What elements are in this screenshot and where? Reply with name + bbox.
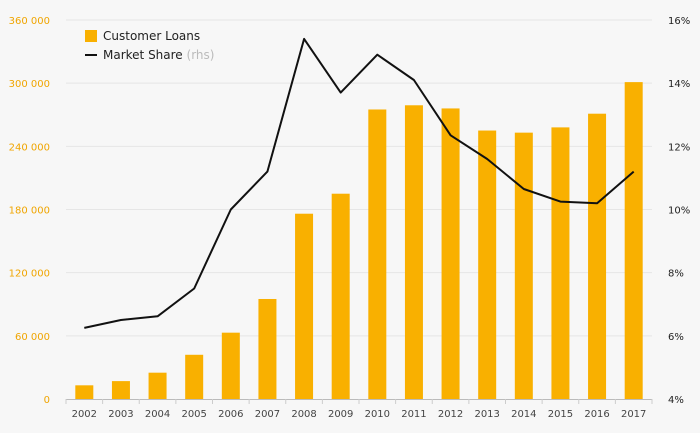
- x-tick-label-2008: 2008: [291, 409, 316, 420]
- right-axis-tick-label: 8%: [668, 269, 684, 280]
- x-tick-label-2016: 2016: [584, 409, 609, 420]
- left-axis-tick-label: 180 000: [9, 206, 50, 217]
- x-tick-label-2005: 2005: [181, 409, 206, 420]
- x-tick-label-2014: 2014: [511, 409, 536, 420]
- bar-2013: [478, 130, 497, 399]
- legend-customer-loans-label: Customer Loans: [103, 29, 200, 43]
- bar-2016: [588, 113, 607, 400]
- legend-market-share-label: Market Share (rhs): [103, 48, 214, 62]
- x-tick-label-2004: 2004: [145, 409, 170, 420]
- x-tick-label-2013: 2013: [474, 409, 499, 420]
- legend-market-share-note: (rhs): [187, 48, 215, 62]
- left-axis-tick-label: 360 000: [9, 16, 50, 27]
- customer-loans-bars: [75, 82, 643, 400]
- bar-2017: [624, 82, 643, 399]
- left-axis-tick-label: 60 000: [15, 332, 50, 343]
- bar-2005: [185, 354, 204, 399]
- x-tick-label-2006: 2006: [218, 409, 243, 420]
- left-axis-tick-labels: 0 60 000 120 000 180 000 240 000 300 000 360 0…: [9, 16, 50, 406]
- right-axis-tick-label: 4%: [668, 395, 684, 406]
- bar-2009: [331, 193, 350, 399]
- bar-2014: [514, 132, 533, 399]
- bar-2008: [295, 213, 314, 399]
- bar-2010: [368, 109, 387, 399]
- x-tick-label-2007: 2007: [255, 409, 280, 420]
- legend: Customer Loans Market Share (rhs): [85, 29, 214, 62]
- right-axis-tick-label: 6%: [668, 332, 684, 343]
- bar-2002: [75, 385, 94, 399]
- right-axis-tick-labels: 4% 6% 8% 10% 12% 14% 16%: [668, 16, 690, 406]
- x-tick-label-2002: 2002: [72, 409, 97, 420]
- bar-2007: [258, 298, 277, 399]
- right-axis-tick-label: 14%: [668, 79, 690, 90]
- bar-2004: [148, 372, 167, 399]
- left-axis-tick-label: 0: [44, 395, 50, 406]
- left-axis-tick-label: 300 000: [9, 79, 50, 90]
- bar-2012: [441, 108, 460, 399]
- bar-2006: [221, 332, 240, 399]
- right-axis-tick-label: 16%: [668, 16, 690, 27]
- x-tick-label-2011: 2011: [401, 409, 426, 420]
- left-axis-tick-label: 120 000: [9, 269, 50, 280]
- legend-customer-loans-swatch: [85, 30, 97, 42]
- x-tick-label-2015: 2015: [548, 409, 573, 420]
- right-axis-tick-label: 10%: [668, 206, 690, 217]
- x-tick-label-2003: 2003: [108, 409, 133, 420]
- market-share-line: [84, 37, 635, 329]
- bar-2011: [404, 105, 423, 400]
- x-axis-tick-labels: 2002 2003 2004 2005 2006 2007 2008 2009 2010 2011…: [72, 409, 647, 420]
- x-tick-label-2012: 2012: [438, 409, 463, 420]
- left-axis-tick-label: 240 000: [9, 142, 50, 153]
- right-axis-tick-label: 12%: [668, 142, 690, 153]
- x-tick-label-2010: 2010: [365, 409, 390, 420]
- bar-2003: [111, 381, 130, 399]
- x-tick-label-2017: 2017: [621, 409, 646, 420]
- x-tick-label-2009: 2009: [328, 409, 353, 420]
- bar-2015: [551, 127, 570, 399]
- x-axis-ticks: [65, 399, 653, 404]
- legend-market-share-name: Market Share: [103, 48, 183, 62]
